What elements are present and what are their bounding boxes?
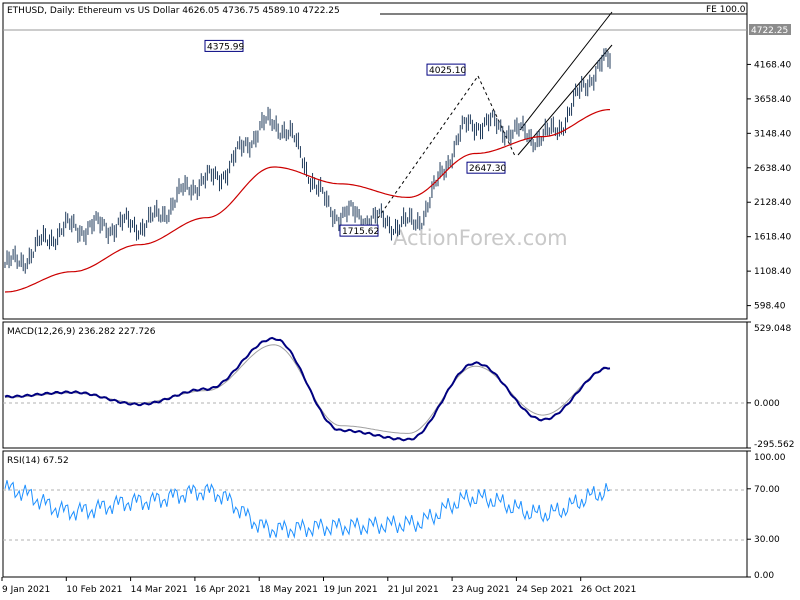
projection-line-1	[377, 75, 479, 219]
macd-line	[4, 336, 611, 442]
price-tick-label: 1618.40	[754, 233, 791, 243]
channel-upper-line	[519, 11, 613, 131]
price-tick-label: 1108.40	[754, 267, 791, 277]
annotation-label: 4375.99	[207, 42, 244, 52]
macd-signal-line	[5, 344, 611, 434]
price-tick-label: 598.40	[754, 302, 786, 312]
x-tick-label: 14 Mar 2021	[131, 585, 188, 595]
x-tick-label: 24 Sep 2021	[516, 585, 573, 595]
x-tick-label: 10 Feb 2021	[66, 585, 122, 595]
price-tick-label: 3658.40	[754, 95, 791, 105]
macd-panel-frame	[2, 321, 748, 449]
rsi-panel-frame	[2, 450, 748, 578]
x-tick-label: 9 Jan 2021	[2, 585, 50, 595]
annotation-label: 1715.62	[342, 227, 379, 237]
x-tick-label: 16 Apr 2021	[195, 585, 251, 595]
macd-tick-label: 529.048	[754, 324, 791, 334]
rsi-tick-label: 100.00	[754, 453, 786, 463]
x-tick-label: 21 Jul 2021	[388, 585, 439, 595]
current-price-label: 4722.25	[751, 26, 788, 36]
projection-line-2	[477, 75, 516, 157]
channel-lower-line	[517, 44, 613, 156]
rsi-line	[4, 480, 611, 539]
fe-label: FE 100.0	[706, 5, 746, 15]
rsi-tick-label: 70.00	[754, 485, 780, 495]
price-tick-label: 2638.40	[754, 164, 791, 174]
rsi-title: RSI(14) 67.52	[7, 456, 69, 466]
x-tick-label: 26 Oct 2021	[581, 585, 637, 595]
annotation-box	[466, 161, 506, 174]
annotation-label: 4025.10	[429, 66, 466, 76]
annotation-label: 2647.30	[469, 164, 506, 174]
sma-line	[4, 109, 610, 293]
x-tick-label: 18 May 2021	[259, 585, 318, 595]
macd-tick-label: 0.000	[754, 399, 780, 409]
x-tick-label: 19 Jun 2021	[324, 585, 378, 595]
annotation-box	[204, 39, 244, 52]
macd-title: MACD(12,26,9) 236.282 227.726	[7, 327, 156, 337]
chart-title: ETHUSD, Daily: Ethereum vs US Dollar 462…	[7, 6, 340, 16]
annotation-box	[339, 224, 379, 237]
price-tick-label: 2128.40	[754, 198, 791, 208]
x-tick-label: 23 Aug 2021	[452, 585, 510, 595]
watermark: ActionForex.com	[393, 226, 568, 250]
annotation-box	[426, 63, 466, 76]
macd-tick-label: -295.562	[754, 440, 794, 450]
price-tick-label: 3148.40	[754, 129, 791, 139]
rsi-tick-label: 30.00	[754, 535, 780, 545]
price-tick-label: 4168.40	[754, 60, 791, 70]
main-panel-frame	[2, 2, 748, 320]
rsi-tick-label: 0.00	[754, 571, 774, 581]
current-price-tag	[749, 24, 791, 35]
